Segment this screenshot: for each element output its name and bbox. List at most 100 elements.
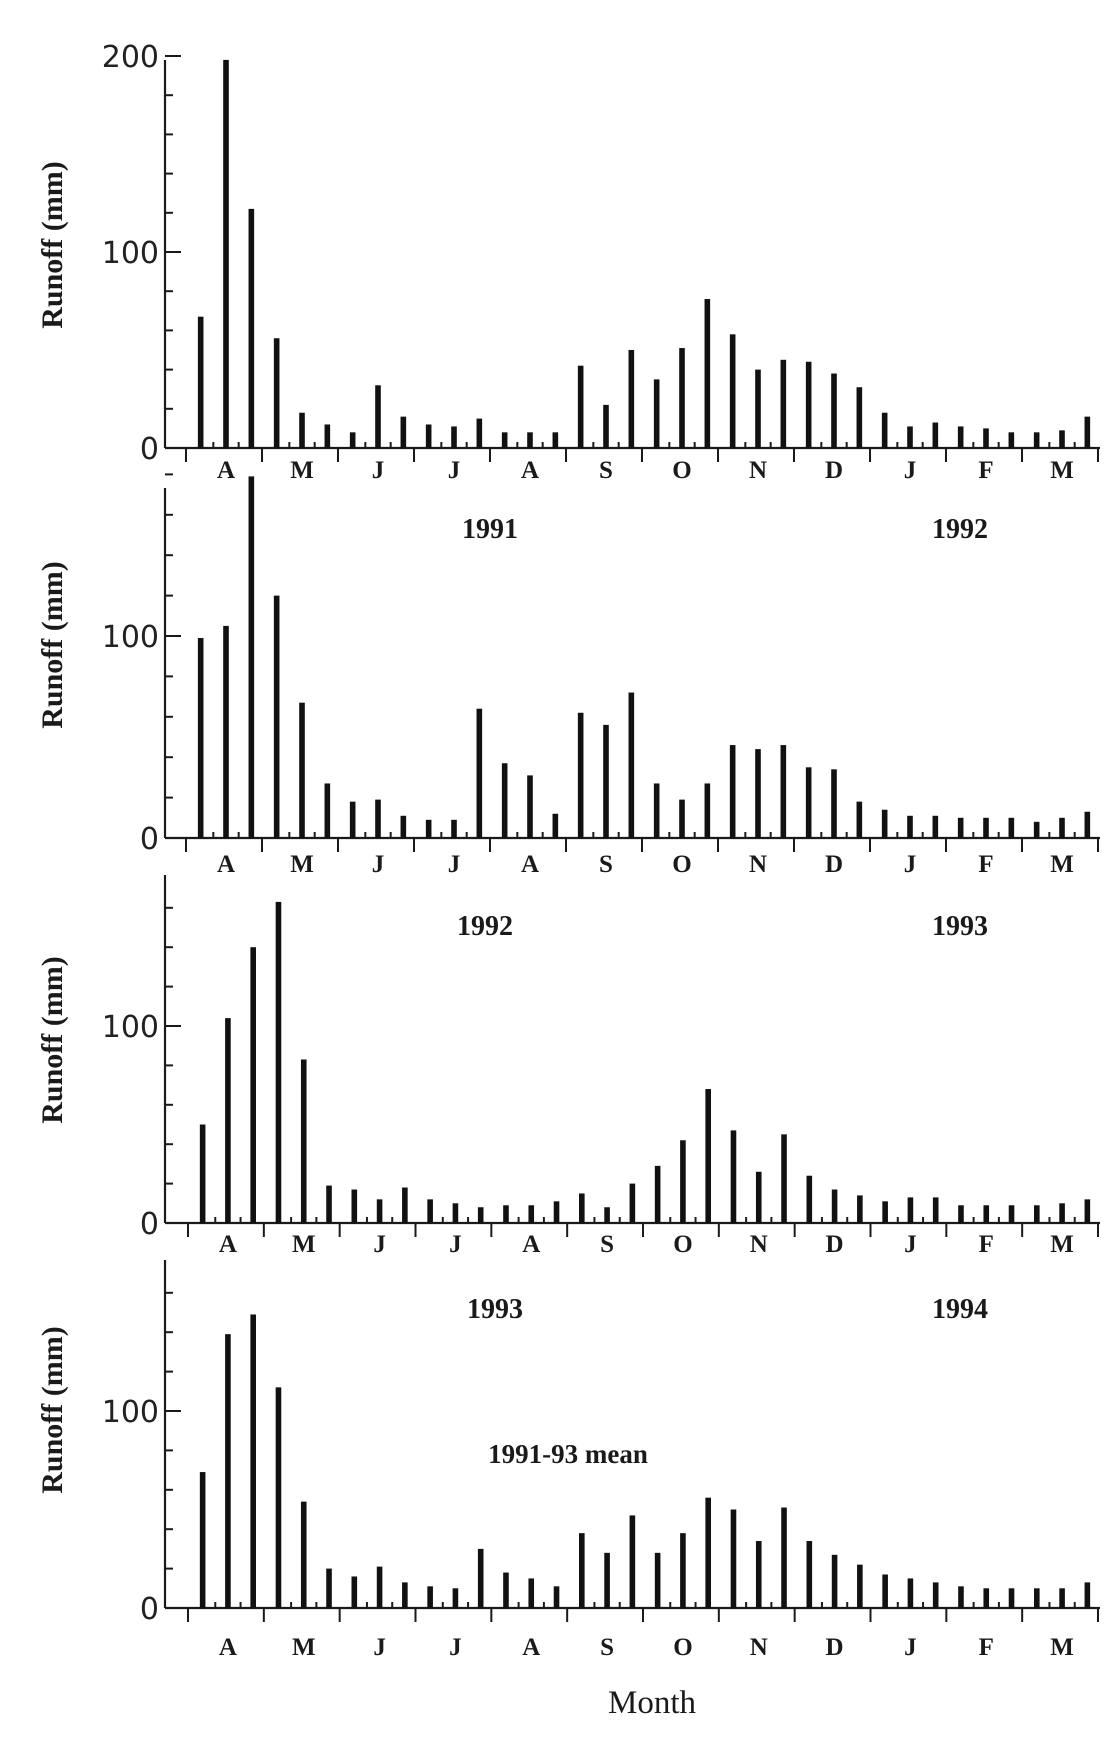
- bar: [527, 432, 533, 448]
- month-label: M: [290, 457, 314, 484]
- month-label: S: [599, 457, 613, 484]
- year-label: 1994: [932, 1294, 988, 1325]
- bar: [603, 724, 609, 838]
- bar: [755, 749, 761, 838]
- month-label: O: [673, 1231, 692, 1258]
- month-label: J: [904, 1231, 917, 1258]
- month-label: J: [904, 1634, 917, 1661]
- month-label: J: [373, 1231, 386, 1258]
- y-axis-label: Runoff (mm): [36, 161, 69, 328]
- bar: [275, 1387, 282, 1608]
- bar: [755, 369, 761, 448]
- bar: [1033, 821, 1040, 838]
- bar: [680, 1533, 686, 1608]
- bar: [199, 1472, 206, 1608]
- bar: [273, 338, 280, 448]
- bar: [425, 424, 432, 448]
- month-label: O: [672, 457, 691, 484]
- bar: [680, 1140, 686, 1223]
- bar: [427, 1586, 433, 1608]
- bar: [451, 819, 457, 838]
- bar: [299, 702, 305, 838]
- bar: [223, 625, 229, 838]
- month-label: J: [373, 1634, 386, 1661]
- bar: [654, 1165, 661, 1223]
- bar: [326, 1185, 332, 1223]
- month-label: M: [1050, 851, 1074, 878]
- month-label: D: [825, 457, 843, 484]
- month-label: A: [522, 1231, 540, 1258]
- bar: [476, 418, 483, 448]
- bar: [755, 1171, 762, 1223]
- bar: [957, 426, 964, 448]
- bar: [1033, 432, 1040, 448]
- bar: [856, 387, 863, 448]
- month-label: S: [600, 1231, 614, 1258]
- month-label: A: [217, 851, 235, 878]
- bar: [907, 426, 913, 448]
- bar: [552, 813, 559, 838]
- month-label: F: [978, 457, 993, 484]
- month-label: J: [449, 1634, 462, 1661]
- bar: [806, 1541, 813, 1608]
- chart-panel-3: 0 100 Runoff (mm) A M J J A S O N D J F M 1993 1994: [36, 875, 1100, 1325]
- y-tick-label: 0: [140, 432, 159, 467]
- bar: [705, 1089, 711, 1223]
- bar: [376, 1199, 383, 1223]
- bar: [199, 1124, 206, 1223]
- bar: [579, 1533, 585, 1608]
- month-label: J: [449, 1231, 462, 1258]
- month-label: A: [521, 851, 539, 878]
- month-label: A: [219, 1634, 237, 1661]
- y-tick-label: 0: [140, 1207, 159, 1242]
- bar: [400, 416, 407, 448]
- month-label: N: [749, 851, 767, 878]
- bar: [197, 638, 204, 838]
- bar: [324, 424, 331, 448]
- bar: [225, 1334, 231, 1608]
- bar: [1008, 1588, 1015, 1608]
- month-label: J: [372, 851, 385, 878]
- bar: [983, 1588, 990, 1608]
- bar: [577, 712, 584, 838]
- bar: [376, 1566, 383, 1608]
- bar: [983, 817, 989, 838]
- bar: [324, 783, 331, 838]
- bar: [729, 745, 736, 838]
- month-label: D: [826, 1634, 844, 1661]
- y-tick-label: 0: [140, 822, 159, 857]
- bar: [857, 1564, 863, 1608]
- y-axis-label: Runoff (mm): [36, 1326, 69, 1493]
- y-axis-label: Runoff (mm): [36, 561, 69, 728]
- bar: [527, 775, 533, 838]
- bar: [1059, 430, 1065, 448]
- bar: [679, 799, 685, 838]
- bar: [402, 1582, 408, 1608]
- bar: [831, 1189, 838, 1223]
- mean-annotation: 1991-93 mean: [488, 1439, 648, 1469]
- month-label: M: [1050, 1231, 1074, 1258]
- bar: [806, 1175, 813, 1223]
- bar: [1034, 1588, 1040, 1608]
- bar: [349, 432, 356, 448]
- month-label: J: [448, 457, 461, 484]
- y-axis-label: Runoff (mm): [36, 956, 69, 1123]
- bar: [629, 1515, 636, 1608]
- bar: [552, 432, 559, 448]
- bar: [1084, 1199, 1091, 1223]
- bar: [653, 783, 660, 838]
- month-label: J: [904, 851, 917, 878]
- bar: [604, 1552, 610, 1608]
- bar: [250, 947, 256, 1223]
- month-label: F: [978, 851, 993, 878]
- year-label: 1992: [457, 911, 513, 942]
- bar: [653, 379, 660, 448]
- month-label: N: [749, 457, 767, 484]
- bar: [781, 1134, 787, 1223]
- month-label: S: [599, 851, 613, 878]
- bar: [755, 1541, 762, 1608]
- bar: [1084, 811, 1091, 838]
- bar: [225, 1018, 231, 1223]
- month-label: M: [1050, 1634, 1074, 1661]
